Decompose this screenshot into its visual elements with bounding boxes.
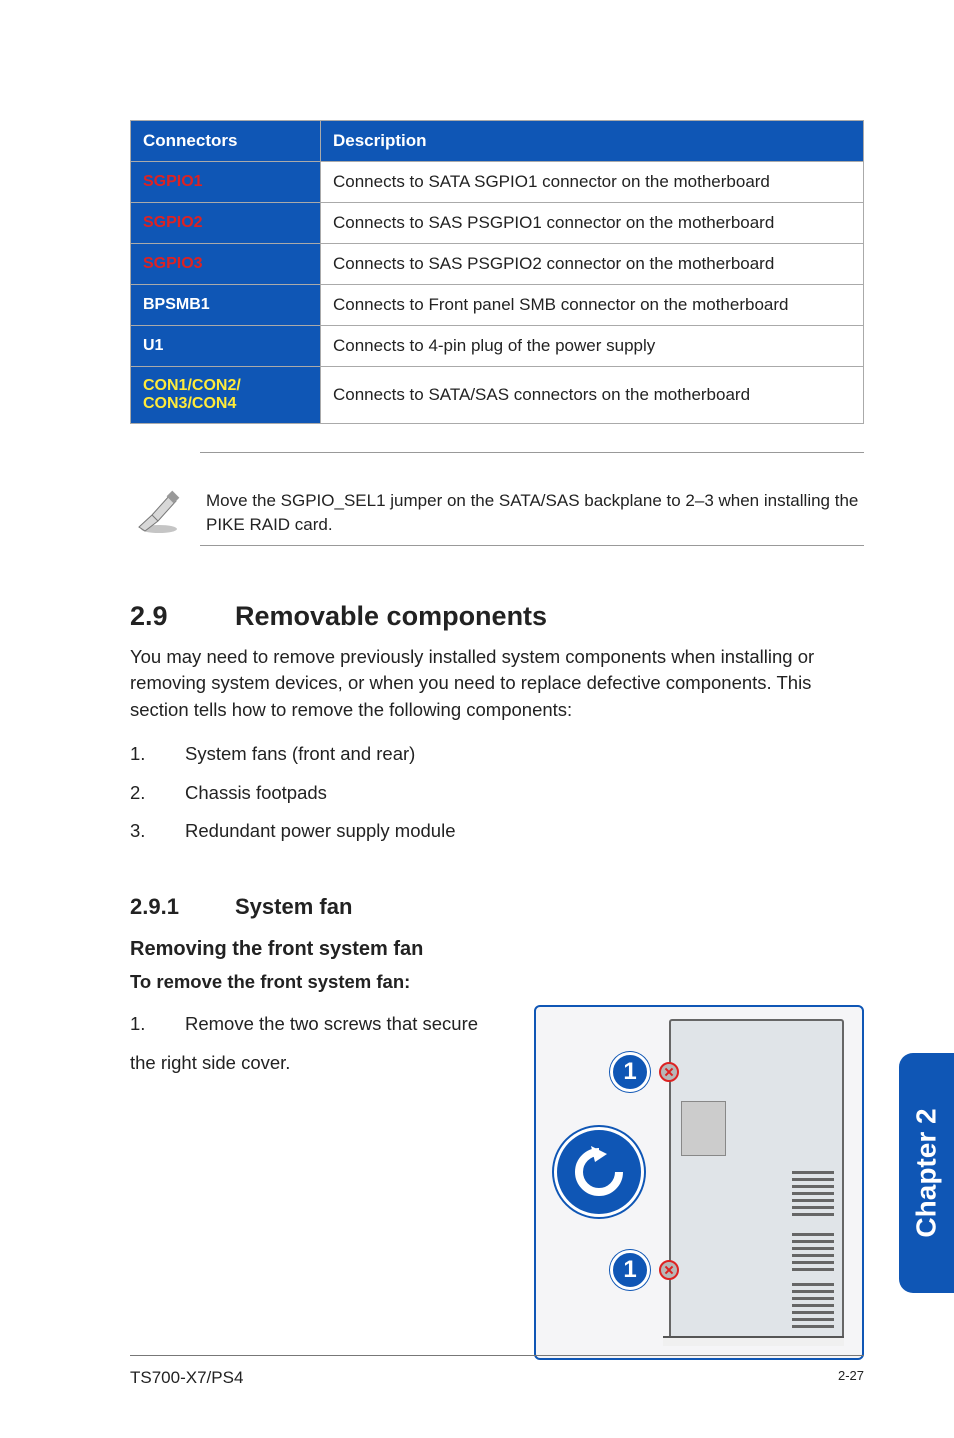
figure-chassis: 1 1 [534,1005,864,1360]
figure-vents [792,1171,834,1216]
chapter-tab-label: Chapter 2 [911,1108,943,1237]
row-key: SGPIO2 [131,203,321,244]
row-key: U1 [131,326,321,367]
chapter-tab: Chapter 2 [899,1053,954,1293]
footer-page-number: 2-27 [838,1368,864,1388]
table-row: SGPIO2 Connects to SAS PSGPIO1 connector… [131,203,864,244]
rotate-arrow-icon [554,1127,644,1217]
subsection-number: 2.9.1 [130,894,235,920]
section-intro: You may need to remove previously instal… [130,644,864,724]
row-val: Connects to SATA SGPIO1 connector on the… [321,162,864,203]
screw-icon [659,1260,679,1280]
row-key: SGPIO3 [131,244,321,285]
row-val: Connects to SATA/SAS connectors on the m… [321,367,864,424]
row-val: Connects to SAS PSGPIO1 connector on the… [321,203,864,244]
list-item: 3.Redundant power supply module [130,817,864,846]
list-item: 2.Chassis footpads [130,779,864,808]
component-list: 1.System fans (front and rear) 2.Chassis… [130,740,864,846]
callout-badge: 1 [610,1052,650,1092]
table-row: CON1/CON2/ CON3/CON4 Connects to SATA/SA… [131,367,864,424]
procedure-lead: To remove the front system fan: [130,971,864,993]
note-block: Move the SGPIO_SEL1 jumper on the SATA/S… [130,485,864,537]
table-row: SGPIO1 Connects to SATA SGPIO1 connector… [131,162,864,203]
step-text: 1.Remove the two screws that secure the … [130,1005,504,1083]
note-separator-top [200,452,864,453]
row-key: CON1/CON2/ CON3/CON4 [131,367,321,424]
section-title: Removable components [235,601,547,631]
row-val: Connects to 4-pin plug of the power supp… [321,326,864,367]
table-row: SGPIO3 Connects to SAS PSGPIO2 connector… [131,244,864,285]
section-heading: 2.9Removable components [130,601,864,632]
footer-model: TS700-X7/PS4 [130,1368,243,1388]
step-number: 1. [130,1005,185,1044]
screw-icon [659,1062,679,1082]
figure-detail [681,1101,726,1156]
figure-foot [663,1336,844,1346]
figure-vents [792,1283,834,1328]
table-row: BPSMB1 Connects to Front panel SMB conne… [131,285,864,326]
note-text: Move the SGPIO_SEL1 jumper on the SATA/S… [206,485,864,537]
list-item: 1.System fans (front and rear) [130,740,864,769]
row-val: Connects to Front panel SMB connector on… [321,285,864,326]
figure-vents [792,1231,834,1271]
pencil-icon [134,485,184,535]
table-header-connectors: Connectors [131,121,321,162]
subsection-title: System fan [235,894,352,919]
step-row: 1.Remove the two screws that secure the … [130,1005,864,1360]
callout-badge: 1 [610,1250,650,1290]
table-header-description: Description [321,121,864,162]
section-number: 2.9 [130,601,235,632]
table-row: U1 Connects to 4-pin plug of the power s… [131,326,864,367]
subsection-heading: 2.9.1System fan [130,894,864,920]
row-key: BPSMB1 [131,285,321,326]
row-key: SGPIO1 [131,162,321,203]
procedure-heading: Removing the front system fan [130,938,864,961]
connectors-table: Connectors Description SGPIO1 Connects t… [130,120,864,424]
figure-case-body [669,1019,844,1344]
page-footer: TS700-X7/PS4 2-27 [130,1355,864,1388]
note-separator-bottom [200,545,864,546]
row-val: Connects to SAS PSGPIO2 connector on the… [321,244,864,285]
